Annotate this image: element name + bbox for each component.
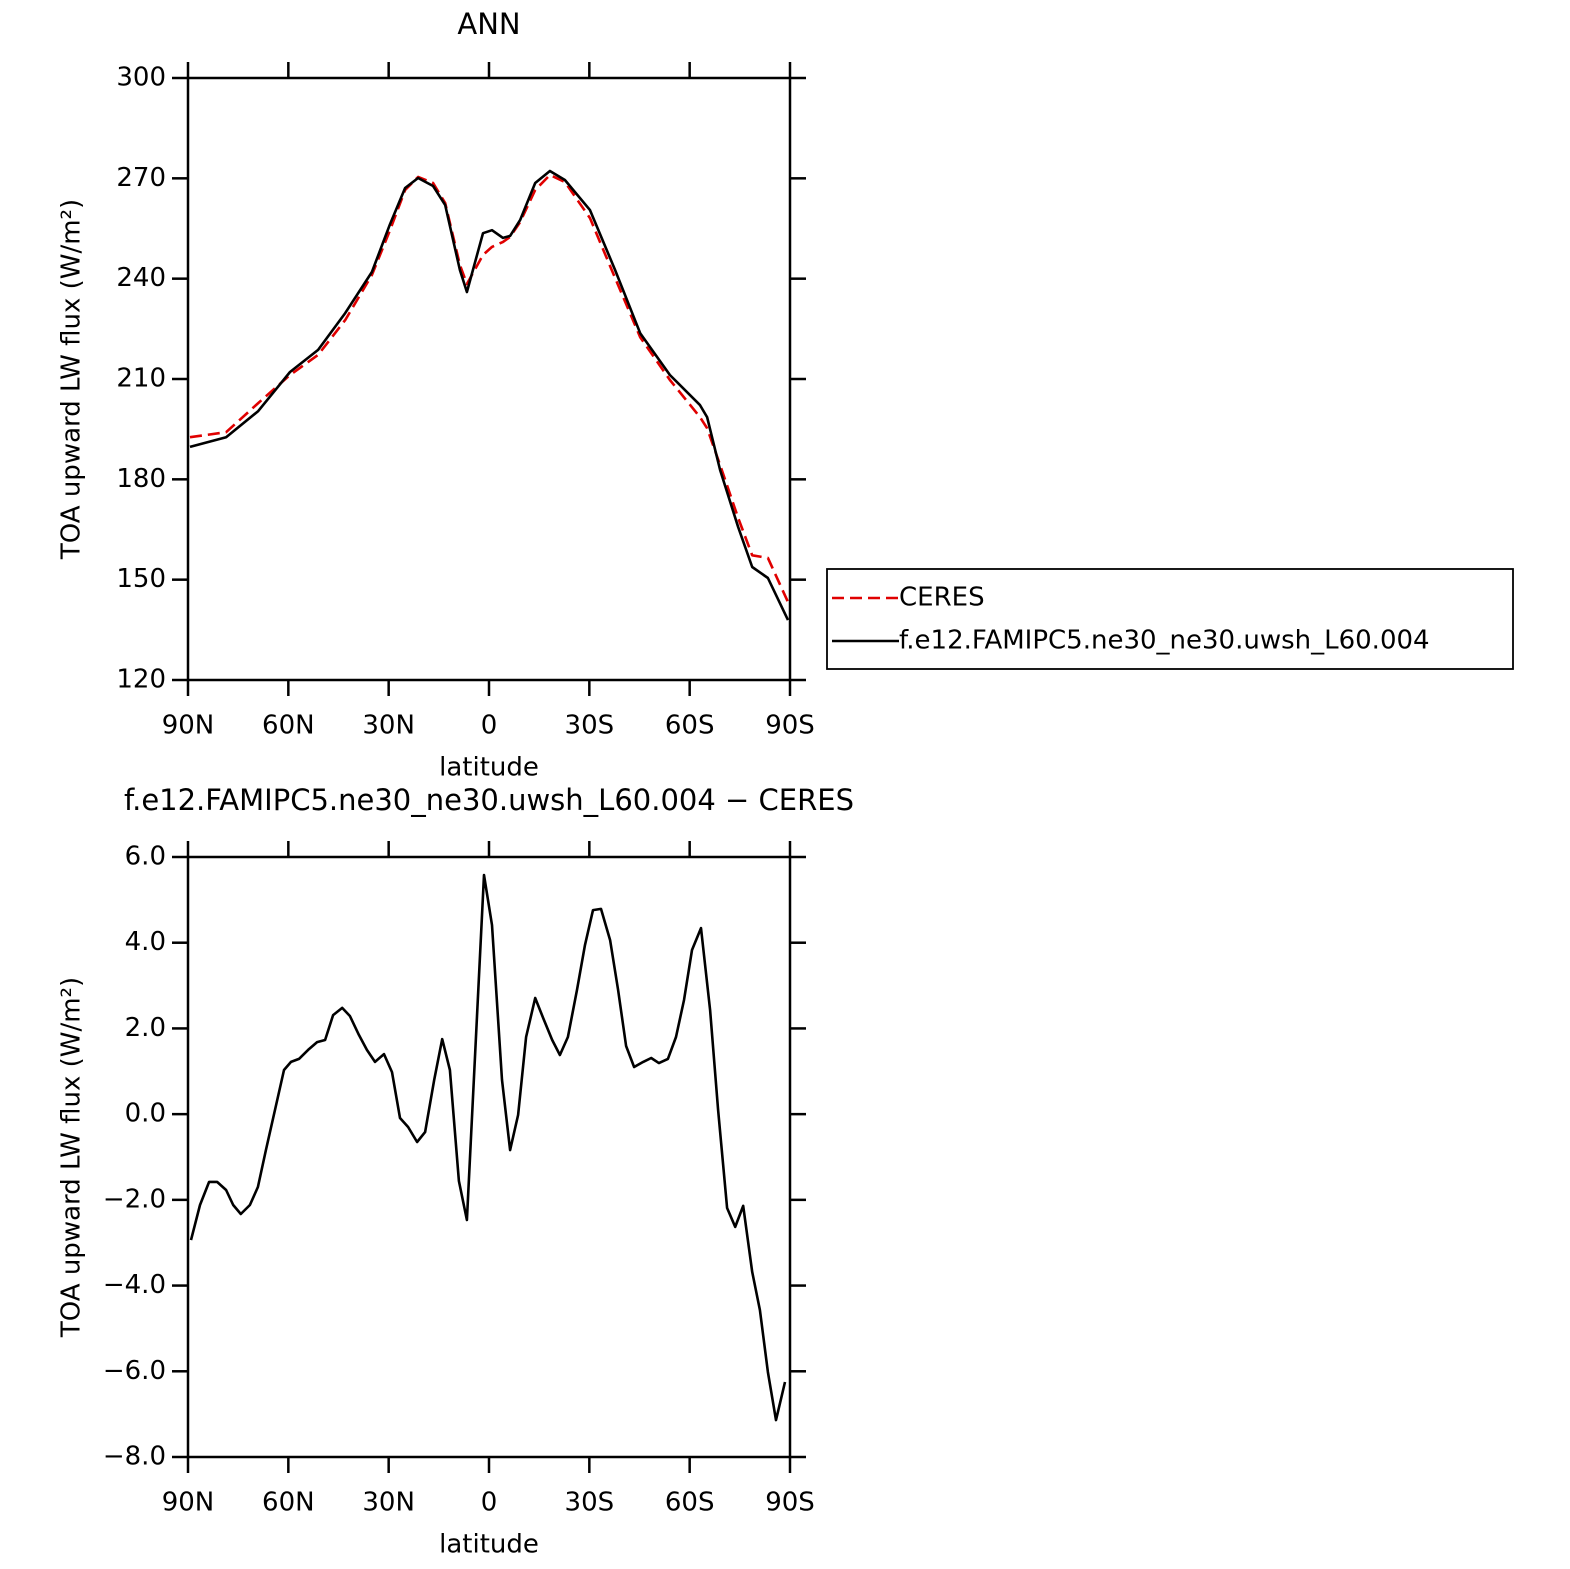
chart-title: f.e12.FAMIPC5.ne30_ne30.uwsh_L60.004 − C… xyxy=(124,783,854,817)
y-tick-label: 4.0 xyxy=(125,927,166,957)
y-tick-label: −6.0 xyxy=(103,1356,166,1386)
x-tick-label: 60S xyxy=(665,711,715,741)
x-tick-label: 90N xyxy=(162,711,215,741)
y-tick-label: −8.0 xyxy=(103,1442,166,1472)
plot-frame xyxy=(186,76,792,682)
x-tick-label: 0 xyxy=(481,1488,498,1518)
data-line xyxy=(189,169,790,621)
x-tick-label: 60N xyxy=(262,711,315,741)
x-tick-label: 0 xyxy=(481,711,498,741)
chart-title: ANN xyxy=(457,7,520,41)
x-tick-label: 30N xyxy=(362,1488,415,1518)
y-tick-label: 180 xyxy=(116,464,166,494)
y-tick-label: 120 xyxy=(116,665,166,695)
data-line xyxy=(189,873,787,1422)
y-tick-label: −4.0 xyxy=(103,1270,166,1300)
x-tick-label: 90N xyxy=(162,1488,215,1518)
y-tick-label: 150 xyxy=(116,564,166,594)
y-tick-label: 0.0 xyxy=(125,1099,166,1129)
legend-label: f.e12.FAMIPC5.ne30_ne30.uwsh_L60.004 xyxy=(899,626,1430,656)
x-tick-label: 30N xyxy=(362,711,415,741)
y-tick-label: 2.0 xyxy=(125,1013,166,1043)
y-tick-label: 210 xyxy=(116,364,166,394)
x-tick-label: 60N xyxy=(262,1488,315,1518)
y-tick-label: 240 xyxy=(116,263,166,293)
x-tick-label: 90S xyxy=(765,1488,815,1518)
y-tick-label: 270 xyxy=(116,163,166,193)
x-tick-label: 30S xyxy=(565,1488,615,1518)
y-tick-label: 300 xyxy=(116,63,166,93)
y-axis-label: TOA upward LW flux (W/m²) xyxy=(57,199,87,560)
x-tick-label: 30S xyxy=(565,711,615,741)
x-tick-label: 90S xyxy=(765,711,815,741)
x-tick-label: 60S xyxy=(665,1488,715,1518)
legend-box xyxy=(826,568,1514,670)
y-tick-label: −2.0 xyxy=(103,1184,166,1214)
y-axis-label: TOA upward LW flux (W/m²) xyxy=(57,977,87,1338)
data-line xyxy=(189,173,790,603)
x-axis-label: latitude xyxy=(439,1530,539,1560)
x-axis-label: latitude xyxy=(439,753,539,783)
legend-label: CERES xyxy=(899,583,985,613)
plot-frame xyxy=(186,855,792,1459)
y-tick-label: 6.0 xyxy=(125,842,166,872)
